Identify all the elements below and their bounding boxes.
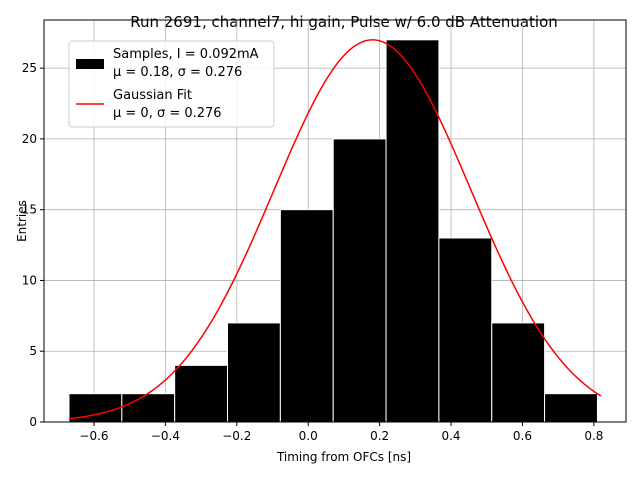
x-axis-ticks: −0.6 −0.4 −0.2 0.0 0.2 0.4 0.6 0.8: [79, 422, 603, 443]
plot-frame: [43, 19, 627, 423]
y-tick-label: 0: [29, 415, 37, 429]
histogram-bar: [121, 393, 176, 423]
legend-fit-line2: μ = 0, σ = 0.276: [113, 106, 222, 121]
legend-box: [68, 40, 275, 128]
x-tick-label: 0.4: [441, 429, 460, 443]
legend-fit-mu: μ = 0,: [113, 106, 157, 121]
x-tick-label: 0.0: [299, 429, 318, 443]
gaussian-fit-curve: [68, 39, 602, 420]
y-tick-label: 20: [22, 132, 37, 146]
y-tick-label: 10: [22, 273, 37, 287]
y-axis-label: Entries: [15, 200, 29, 242]
histogram-bars: [68, 39, 598, 423]
y-axis-ticks: 0 5 10 15 20 25: [22, 61, 44, 429]
histogram-bar: [385, 39, 440, 423]
chart-title: Run 2691, channel7, hi gain, Pulse w/ 6.…: [130, 13, 558, 31]
y-tick-label: 5: [29, 344, 37, 358]
histogram-bar: [491, 322, 546, 423]
x-tick-label: 0.2: [370, 429, 389, 443]
legend-samples-swatch: [76, 59, 104, 69]
legend-samples-line2: μ = 0.18, σ = 0.276: [113, 65, 242, 80]
y-tick-label: 25: [22, 61, 37, 75]
histogram-bar: [332, 138, 387, 423]
histogram-bar: [544, 393, 598, 423]
y-tick-label: 15: [22, 203, 37, 217]
legend-samples-line1: Samples, I = 0.092mA: [113, 47, 259, 62]
x-tick-label: −0.4: [151, 429, 180, 443]
histogram-bar: [174, 364, 229, 423]
legend-samples-sigma: σ = 0.276: [178, 65, 243, 80]
histogram-bar: [438, 237, 493, 423]
x-axis-label: Timing from OFCs [ns]: [276, 450, 411, 464]
x-tick-label: 0.8: [584, 429, 603, 443]
legend-fit-line1: Gaussian Fit: [113, 88, 192, 103]
x-tick-label: −0.2: [222, 429, 251, 443]
x-tick-label: 0.6: [513, 429, 532, 443]
histogram-bar: [279, 209, 334, 423]
x-tick-label: −0.6: [79, 429, 108, 443]
legend-fit-sigma: σ = 0.276: [157, 106, 222, 121]
histogram-bar: [227, 322, 281, 423]
legend-samples-mu: μ = 0.18,: [113, 65, 178, 80]
legend: Samples, I = 0.092mA μ = 0.18, σ = 0.276…: [68, 40, 275, 128]
